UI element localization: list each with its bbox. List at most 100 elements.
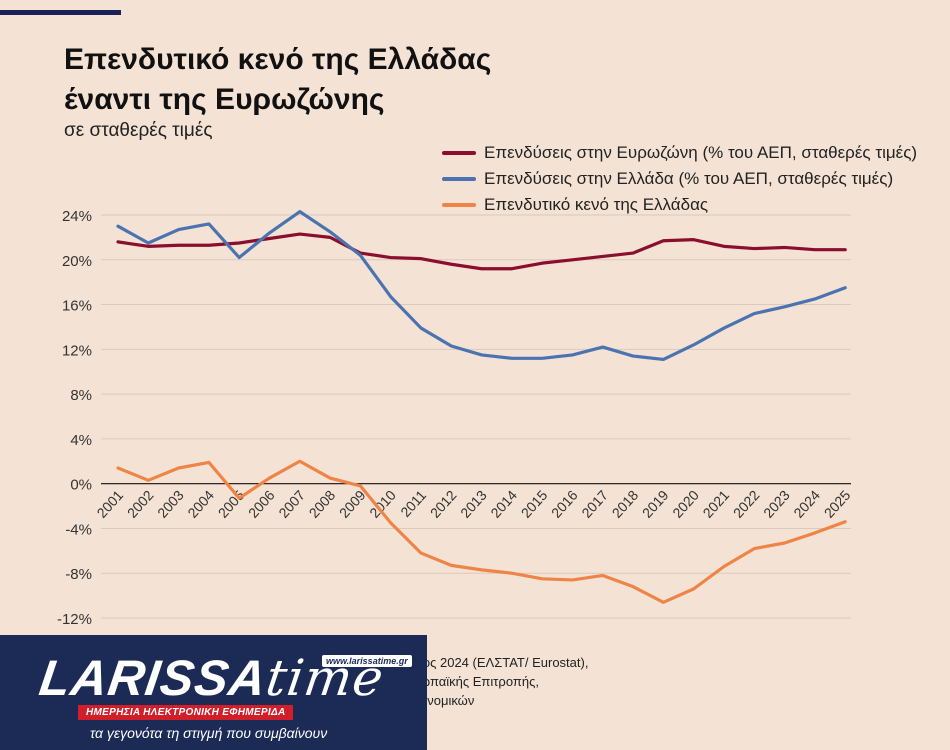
legend-swatch-greece [442,177,476,181]
chart-title-line1: Επενδυτικό κενό της Ελλάδας [64,43,492,76]
y-tick-label: 4% [70,432,92,449]
data-point [632,252,634,254]
data-point [117,241,119,243]
data-point [541,357,543,360]
logo-strip: ΗΜΕΡΗΣΙΑ ΗΛΕΚΤΡΟΝΙΚΗ ΕΦΗΜΕΡΙΔΑ [78,705,294,720]
data-point [844,286,846,289]
data-point [692,588,695,590]
data-point [177,228,180,231]
data-point [753,547,756,550]
grid-layer [101,214,851,619]
legend-label-gap: Επενδυτικό κενό της Ελλάδας [484,195,709,214]
chart-legend: Επενδύσεις στην Ευρωζώνη (% του ΑΕΠ, στα… [442,140,917,218]
larissatime-logo[interactable]: LARISSAtime www.larissatime.gr ΗΜΕΡΗΣΙΑ … [0,635,427,750]
data-point [814,248,816,251]
data-point [632,355,634,357]
y-tick-label: 16% [62,298,92,315]
data-point [662,239,665,242]
y-tick-label: -12% [57,611,92,628]
x-tick-label: 2007 [275,487,308,521]
x-tick-label: 2011 [397,487,429,520]
x-tick-label: 2020 [669,487,702,521]
y-tick-label: 0% [70,477,92,494]
data-point [177,467,180,469]
data-point [147,242,150,244]
data-point [632,585,634,588]
y-tick-label: -4% [65,521,92,538]
data-point [541,262,543,264]
x-tick-label: 2012 [427,487,460,521]
series-line-0 [116,232,847,271]
data-point [783,305,786,308]
data-point [480,267,483,270]
legend-label-eurozone: Επενδύσεις στην Ευρωζώνη (% του ΑΕΠ, στα… [484,143,918,162]
data-point [814,532,816,534]
data-point [753,247,756,250]
data-point [389,522,392,524]
x-tick-label: 2003 [154,487,187,521]
x-tick-label: 2008 [306,487,339,521]
data-point [359,254,362,257]
logo-tagline: τα γεγονότα τη στιγμή που συμβαίνουν [90,725,328,741]
data-point [511,267,513,270]
series-layer [116,210,847,604]
x-tick-label: 2014 [487,487,520,521]
data-point [814,298,816,300]
x-tick-label: 2025 [821,487,854,521]
data-point [147,245,150,248]
data-point [299,233,301,235]
data-point [208,461,210,464]
data-point [117,467,119,469]
data-point [389,295,392,298]
data-point [299,460,301,463]
legend-item-greece: Επενδύσεις στην Ελλάδα (% του ΑΕΠ, σταθε… [442,166,917,192]
legend-item-eurozone: Επενδύσεις στην Ευρωζώνη (% του ΑΕΠ, στα… [442,140,917,166]
data-point [602,346,604,348]
chart-title: Επενδυτικό κενό της Ελλάδας έναντι της Ε… [64,40,491,120]
data-point [329,236,331,239]
data-point [602,255,604,258]
data-point [753,312,756,315]
x-tick-label: 2017 [578,487,611,521]
data-point [541,578,543,580]
x-tick-label: 2023 [760,487,793,521]
data-point [571,354,574,356]
data-point [571,579,574,581]
data-point [329,230,331,233]
x-tick-label: 2013 [457,487,490,521]
data-point [692,344,695,346]
data-point [723,245,725,248]
data-point [208,244,210,247]
logo-url: www.larissatime.gr [322,655,412,667]
x-tick-label: 2015 [518,487,551,521]
data-point [450,263,453,266]
data-point [783,246,786,249]
y-tick-label: 24% [62,208,92,225]
data-point [602,574,604,577]
data-point [480,354,483,356]
y-tick-label: -8% [65,566,92,583]
x-tick-label: 2019 [639,487,672,521]
y-tick-label: 12% [62,342,92,359]
data-point [844,248,846,251]
x-tick-label: 2002 [124,487,157,521]
data-point [511,357,513,360]
data-point [723,327,725,329]
data-point [117,225,119,227]
data-point [420,257,422,260]
data-point [511,572,513,575]
chart-subtitle: σε σταθερές τιμές [64,120,213,141]
data-point [723,565,725,568]
data-point [268,477,271,479]
series-line-1 [116,210,847,362]
source-note: ιος 2024 (ΕΛΣΤΑΤ/ Eurostat), ωπαϊκής Επι… [420,655,589,708]
data-point [692,238,695,241]
data-point [783,542,786,544]
y-tick-label: 20% [62,253,92,270]
data-point [238,256,240,259]
data-point [359,485,362,487]
accent-bar [0,10,121,15]
data-point [238,497,240,500]
data-point [147,479,150,482]
